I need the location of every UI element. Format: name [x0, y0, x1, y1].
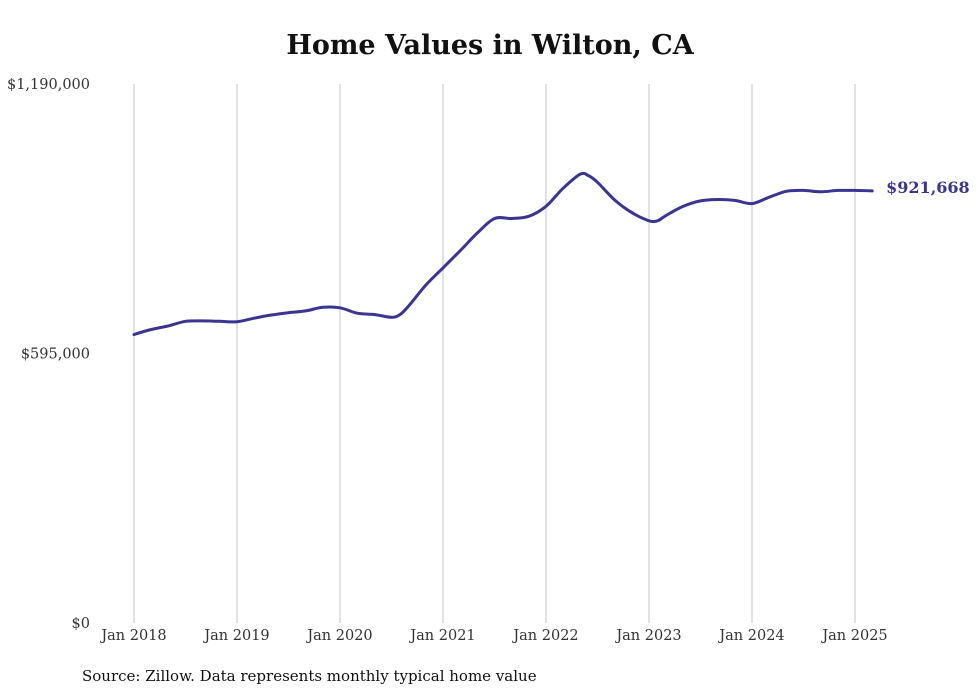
x-tick-label: Jan 2025: [820, 628, 887, 644]
chart-title: Home Values in Wilton, CA: [286, 30, 694, 61]
series-line: [132, 171, 874, 336]
y-tick-label: $595,000: [21, 347, 90, 363]
x-tick-label: Jan 2020: [305, 628, 372, 644]
x-tick-label: Jan 2021: [408, 628, 475, 644]
end-value-label: $921,668: [886, 178, 970, 197]
gridlines: [133, 84, 856, 623]
x-tick-label: Jan 2024: [717, 628, 784, 644]
y-axis-ticks: $1,190,000 $595,000 $0: [7, 77, 90, 632]
x-tick-label: Jan 2018: [99, 628, 166, 644]
source-note: Source: Zillow. Data represents monthly …: [82, 667, 537, 685]
x-tick-label: Jan 2023: [614, 628, 681, 644]
series-layer: $921,668: [132, 171, 970, 336]
y-tick-label: $0: [72, 616, 90, 632]
x-tick-label: Jan 2022: [511, 628, 578, 644]
x-axis-ticks: Jan 2018 Jan 2019 Jan 2020 Jan 2021 Jan 2022…: [99, 628, 887, 644]
x-tick-label: Jan 2019: [202, 628, 269, 644]
y-tick-label: $1,190,000: [7, 77, 90, 93]
